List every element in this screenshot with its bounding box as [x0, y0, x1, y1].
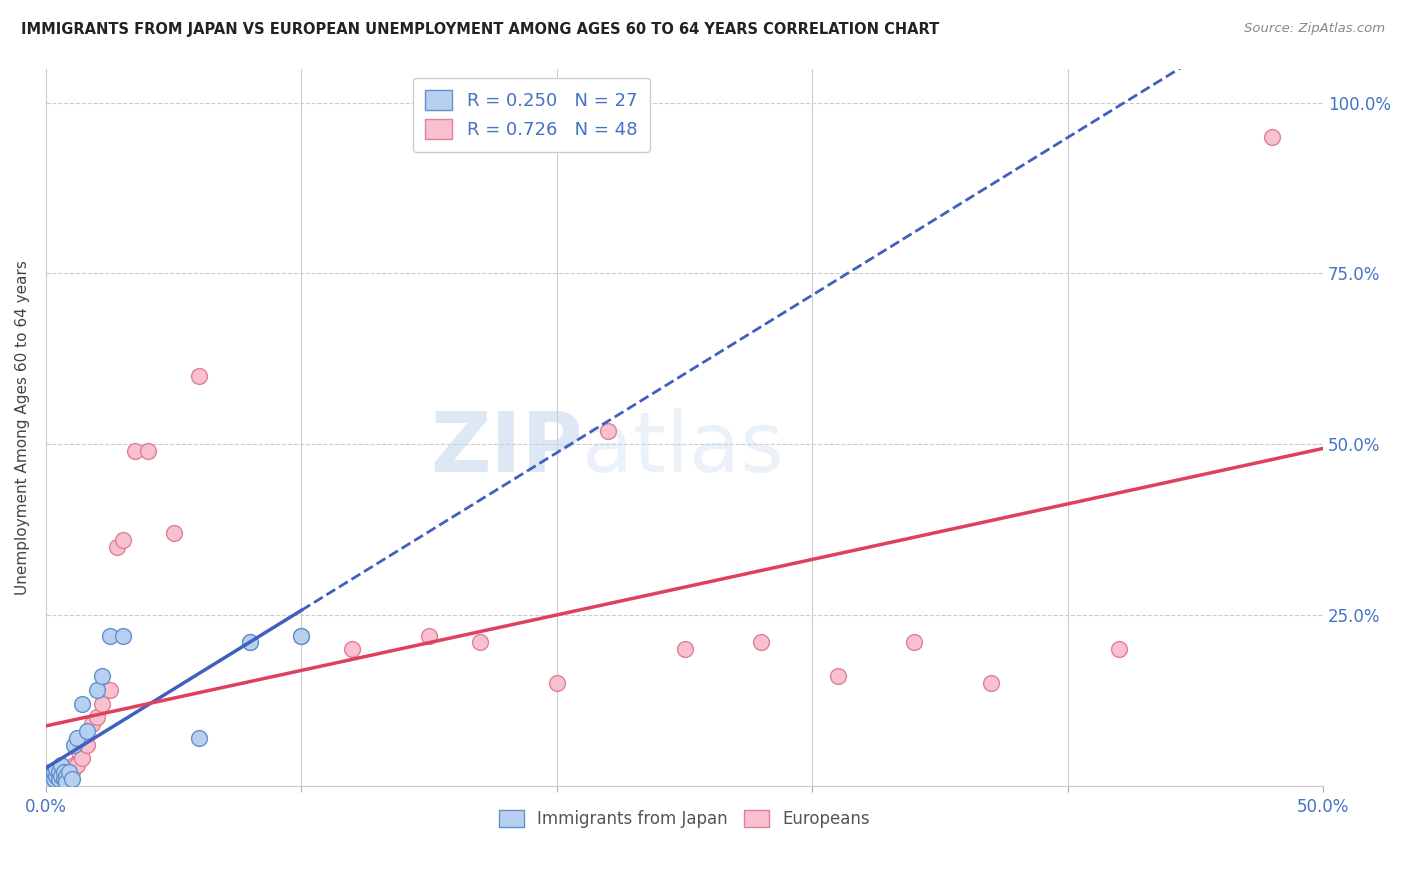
Point [76, 738, 98, 752]
Point [188, 368, 211, 383]
Point [290, 628, 312, 642]
Point [86, 683, 108, 698]
Point [98, 683, 121, 698]
Point [60, 772, 83, 786]
Point [1261, 129, 1284, 144]
Point [67, 745, 90, 759]
Point [673, 642, 696, 657]
Y-axis label: Unemployment Among Ages 60 to 64 years: Unemployment Among Ages 60 to 64 years [15, 260, 30, 595]
Point [45, 762, 67, 776]
Point [111, 533, 134, 547]
Point [63, 738, 86, 752]
Point [48, 765, 70, 780]
Point [749, 635, 772, 649]
Point [39, 775, 62, 789]
Point [51, 768, 73, 782]
Point [65, 731, 87, 745]
Text: ZIP: ZIP [430, 409, 582, 489]
Point [188, 731, 211, 745]
Point [48, 775, 70, 789]
Point [42, 772, 65, 786]
Point [63, 758, 86, 772]
Point [80, 717, 103, 731]
Point [65, 758, 87, 772]
Point [418, 628, 440, 642]
Point [76, 724, 98, 739]
Point [51, 758, 73, 772]
Point [48, 765, 70, 780]
Point [38, 772, 60, 786]
Point [290, 628, 312, 642]
Point [51, 768, 73, 782]
Point [39, 775, 62, 789]
Point [52, 772, 75, 786]
Point [546, 676, 568, 690]
Point [342, 642, 364, 657]
Point [827, 669, 849, 683]
Text: Source: ZipAtlas.com: Source: ZipAtlas.com [1244, 22, 1385, 36]
Point [111, 628, 134, 642]
Point [58, 768, 80, 782]
Point [45, 768, 67, 782]
Point [124, 444, 146, 458]
Point [903, 635, 925, 649]
Point [91, 697, 114, 711]
Point [52, 765, 75, 780]
Point [98, 628, 121, 642]
Point [51, 772, 73, 786]
Point [48, 772, 70, 786]
Point [91, 669, 114, 683]
Point [70, 751, 93, 765]
Point [38, 765, 60, 780]
Text: atlas: atlas [582, 409, 785, 489]
Point [38, 772, 60, 786]
Point [55, 762, 77, 776]
Point [42, 765, 65, 780]
Point [45, 768, 67, 782]
Point [73, 731, 96, 745]
Point [239, 635, 262, 649]
Point [45, 772, 67, 786]
Point [980, 676, 1002, 690]
Point [470, 635, 492, 649]
Point [52, 765, 75, 780]
Point [42, 765, 65, 780]
Text: IMMIGRANTS FROM JAPAN VS EUROPEAN UNEMPLOYMENT AMONG AGES 60 TO 64 YEARS CORRELA: IMMIGRANTS FROM JAPAN VS EUROPEAN UNEMPL… [21, 22, 939, 37]
Point [55, 775, 77, 789]
Point [39, 768, 62, 782]
Point [42, 772, 65, 786]
Point [239, 635, 262, 649]
Point [52, 772, 75, 786]
Point [163, 526, 186, 541]
Point [107, 540, 129, 554]
Point [58, 765, 80, 780]
Point [86, 710, 108, 724]
Point [136, 444, 159, 458]
Point [55, 768, 77, 782]
Legend: Immigrants from Japan, Europeans: Immigrants from Japan, Europeans [492, 804, 877, 835]
Point [60, 765, 83, 780]
Point [70, 697, 93, 711]
Point [55, 775, 77, 789]
Point [596, 424, 619, 438]
Point [1108, 642, 1130, 657]
